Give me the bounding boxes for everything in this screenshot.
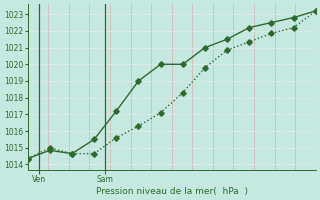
X-axis label: Pression niveau de la mer(  hPa  ): Pression niveau de la mer( hPa ) bbox=[96, 187, 248, 196]
